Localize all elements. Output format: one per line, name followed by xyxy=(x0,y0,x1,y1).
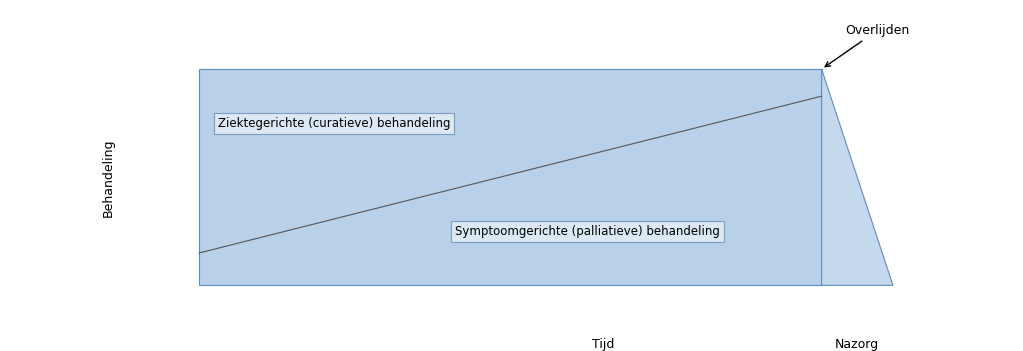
Text: Ziektegerichte (curatieve) behandeling: Ziektegerichte (curatieve) behandeling xyxy=(218,117,450,130)
Text: Overlijden: Overlijden xyxy=(826,24,909,67)
Polygon shape xyxy=(199,69,821,285)
Text: Tijd: Tijd xyxy=(591,338,614,351)
Text: Symptoomgerichte (palliatieve) behandeling: Symptoomgerichte (palliatieve) behandeli… xyxy=(455,225,720,238)
Text: Behandeling: Behandeling xyxy=(101,138,115,217)
Text: Nazorg: Nazorg xyxy=(835,338,880,351)
Polygon shape xyxy=(821,69,893,285)
